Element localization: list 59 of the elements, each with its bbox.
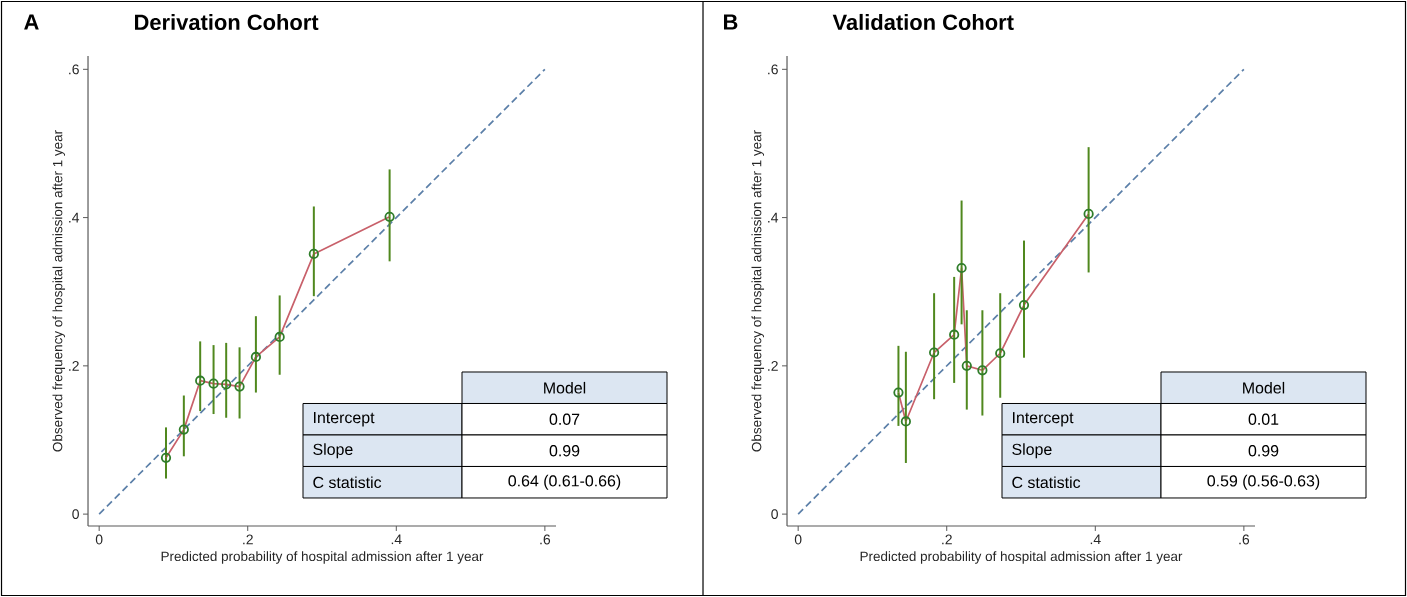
- point: [250, 351, 261, 363]
- point: [956, 262, 967, 274]
- y-axis-title: Observed frequency of hospital admission after 1 year: [751, 130, 765, 452]
- x-tick-label: .2: [243, 534, 253, 545]
- annotation: 0.07: [549, 413, 580, 425]
- y-tick-label: .4: [69, 212, 80, 223]
- line-series: [165, 216, 391, 459]
- point: [221, 379, 232, 390]
- x-tick-label: .6: [540, 534, 551, 545]
- y-tick-label: .6: [69, 64, 79, 75]
- point: [208, 378, 219, 389]
- text: B: [724, 14, 738, 30]
- annotation: 0.64 (0.61-0.66): [508, 474, 621, 490]
- point: [893, 387, 904, 398]
- y-tick-label: .2: [69, 360, 79, 371]
- annotation: C statistic: [1012, 476, 1081, 489]
- point: [961, 360, 972, 371]
- annotation: Intercept: [1013, 412, 1074, 427]
- point: [1018, 299, 1030, 311]
- annotation: 0.99: [549, 445, 580, 457]
- annotation: C statistic: [313, 476, 382, 489]
- point: [160, 452, 172, 463]
- y-tick-label: .4: [768, 212, 779, 223]
- annotation: Slope: [313, 443, 353, 459]
- point: [274, 331, 285, 343]
- x-tick-label: .4: [1090, 534, 1101, 545]
- y-tick-label: .2: [768, 360, 778, 371]
- y-tick-label: 0: [771, 509, 778, 520]
- x-tick-label: 0: [95, 534, 103, 545]
- point: [384, 211, 395, 222]
- point: [1083, 208, 1094, 219]
- chart-title: Derivation Cohort: [135, 13, 319, 31]
- point: [308, 248, 319, 260]
- point: [995, 348, 1006, 359]
- x-axis-title: Predicted probability of hospital admission after 1 year: [860, 551, 1183, 564]
- annotation: Slope: [1012, 443, 1052, 459]
- annotation: 0.01: [1248, 413, 1279, 425]
- point: [949, 329, 960, 340]
- y-axis-title: Observed frequency of hospital admission after 1 year: [52, 130, 66, 452]
- annotation: Intercept: [314, 412, 375, 427]
- y-tick-label: 0: [72, 509, 79, 520]
- x-tick-label: .2: [942, 534, 952, 545]
- point: [900, 416, 911, 427]
- point: [977, 365, 988, 376]
- x-tick-label: .4: [391, 534, 402, 545]
- annotation: Model: [1243, 381, 1285, 394]
- x-tick-label: .6: [1239, 534, 1250, 545]
- point: [929, 347, 940, 358]
- annotation: 0.99: [1248, 445, 1279, 457]
- annotation: 0.59 (0.56-0.63): [1207, 474, 1320, 490]
- chart-title: Validation Cohort: [832, 13, 1014, 31]
- point: [195, 375, 206, 386]
- point: [234, 381, 245, 392]
- x-axis-title: Predicted probability of hospital admission after 1 year: [161, 551, 484, 564]
- y-tick-label: .6: [768, 64, 778, 75]
- text: A: [24, 14, 39, 30]
- point: [178, 424, 189, 435]
- x-tick-label: 0: [794, 534, 802, 545]
- annotation: Model: [544, 381, 586, 394]
